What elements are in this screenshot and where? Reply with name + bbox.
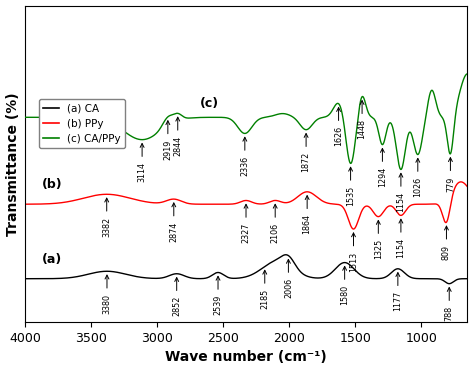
Text: 1626: 1626 bbox=[334, 108, 343, 146]
Text: 2185: 2185 bbox=[260, 270, 269, 309]
Text: (a): (a) bbox=[42, 253, 62, 266]
Text: 2336: 2336 bbox=[240, 137, 249, 176]
Text: 1535: 1535 bbox=[346, 167, 355, 206]
Text: 788: 788 bbox=[445, 287, 454, 321]
Text: (b): (b) bbox=[42, 178, 63, 191]
Text: 2539: 2539 bbox=[213, 276, 222, 315]
Text: 2106: 2106 bbox=[271, 204, 280, 243]
Text: 1177: 1177 bbox=[394, 273, 403, 312]
Y-axis label: Transmittance (%): Transmittance (%) bbox=[6, 92, 19, 236]
Text: 1325: 1325 bbox=[374, 221, 383, 259]
X-axis label: Wave number (cm⁻¹): Wave number (cm⁻¹) bbox=[166, 350, 327, 364]
Text: 1864: 1864 bbox=[303, 196, 312, 234]
Text: 3382: 3382 bbox=[102, 198, 111, 237]
Text: 2844: 2844 bbox=[173, 117, 182, 156]
Text: 3114: 3114 bbox=[138, 144, 147, 182]
Text: (c): (c) bbox=[200, 97, 219, 110]
Text: 1026: 1026 bbox=[413, 158, 422, 197]
Text: 1448: 1448 bbox=[358, 101, 367, 139]
Text: 809: 809 bbox=[442, 226, 451, 260]
Text: 2919: 2919 bbox=[163, 121, 172, 159]
Text: 3380: 3380 bbox=[103, 275, 112, 314]
Text: 2874: 2874 bbox=[169, 203, 178, 242]
Text: 2327: 2327 bbox=[242, 204, 251, 243]
Text: 1154: 1154 bbox=[396, 219, 405, 258]
Legend: (a) CA, (b) PPy, (c) CA/PPy: (a) CA, (b) PPy, (c) CA/PPy bbox=[39, 100, 125, 148]
Text: 2852: 2852 bbox=[172, 278, 181, 316]
Text: 1580: 1580 bbox=[340, 266, 349, 305]
Text: 2006: 2006 bbox=[284, 259, 293, 298]
Text: 1154: 1154 bbox=[396, 173, 405, 212]
Text: 1513: 1513 bbox=[349, 233, 358, 272]
Text: 1294: 1294 bbox=[378, 148, 387, 187]
Text: 1872: 1872 bbox=[302, 134, 311, 172]
Text: 779: 779 bbox=[446, 158, 455, 192]
